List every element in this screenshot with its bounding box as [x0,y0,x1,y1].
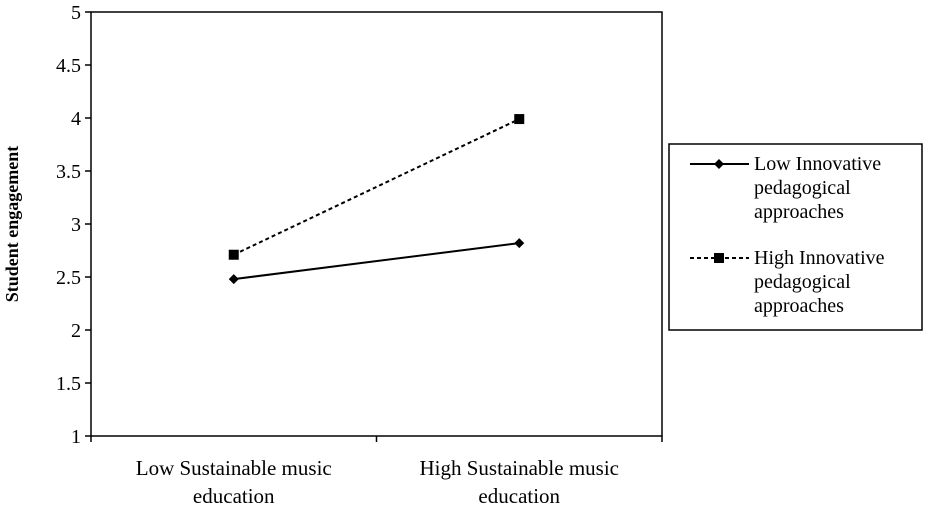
series-1-point [514,238,525,249]
y-axis-title-group: Student engagement [2,146,22,303]
legend-marker [714,253,724,263]
y-tick-label: 2.5 [56,267,81,289]
y-tick-label: 3 [71,214,81,236]
y-tick-label: 3.5 [56,161,81,183]
y-tick-label: 1.5 [56,373,81,395]
y-tick-label: 2 [71,320,81,342]
legend-label: Low Innovative pedagogical approaches [754,153,881,223]
x-category-label: Low Sustainable music education [136,456,332,508]
series-line-1 [233,242,520,281]
y-tick-label: 4 [71,108,81,130]
y-axis-title: Student engagement [2,146,22,303]
plot-axes [90,11,663,437]
series-2-point [228,249,239,260]
legend-label: High Innovative pedagogical approaches [754,247,885,317]
series-2-point [514,114,525,125]
x-axis-categories: Low Sustainable music education High Susta… [90,436,663,508]
legend-marker [714,159,724,169]
y-tick-label: 1 [71,426,81,448]
plot-area-border [90,11,663,437]
y-tick-label: 5 [71,2,81,24]
series-1-point [228,274,239,285]
y-tick-label: 4.5 [56,55,81,77]
series-layer [228,114,525,285]
series-line-2 [233,118,520,256]
y-axis-ticks: 1 1.5 2 2.5 3 3.5 4 4.5 5 [56,2,91,448]
legend-box [668,143,923,331]
legend: Low Innovative pedagogical approaches High … [668,143,923,331]
x-category-label: High Sustainable music education [420,456,619,508]
